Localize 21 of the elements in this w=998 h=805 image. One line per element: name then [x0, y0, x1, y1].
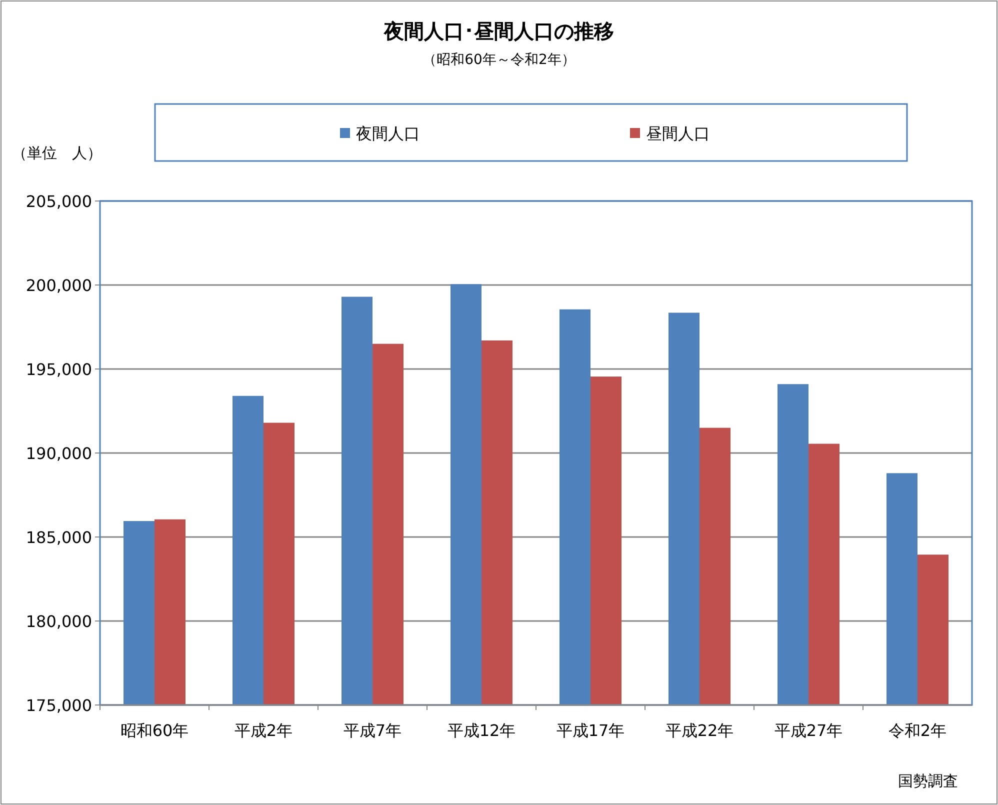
x-tick-label: 平成17年: [556, 721, 625, 740]
y-axis-title: （単位 人）: [12, 144, 102, 162]
legend-label: 夜間人口: [356, 124, 420, 143]
y-tick-label: 195,000: [26, 360, 92, 379]
y-tick-label: 190,000: [26, 444, 92, 463]
x-tick-label: 昭和60年: [120, 721, 189, 740]
x-tick-label: 平成22年: [665, 721, 734, 740]
chart-subtitle: （昭和60年～令和2年）: [422, 52, 576, 68]
x-tick-label: 平成12年: [447, 721, 516, 740]
y-tick-label: 200,000: [26, 276, 92, 295]
y-tick-label: 205,000: [26, 192, 92, 211]
x-tick-label: 平成7年: [343, 721, 402, 740]
y-tick-label: 185,000: [26, 528, 92, 547]
chart-title: 夜間人口･昼間人口の推移: [383, 19, 614, 43]
legend-label: 昼間人口: [646, 124, 710, 143]
y-tick-label: 175,000: [26, 696, 92, 715]
text: 国勢調査: [898, 772, 958, 790]
y-tick-label: 180,000: [26, 612, 92, 631]
x-tick-label: 平成2年: [234, 721, 293, 740]
x-tick-label: 令和2年: [888, 721, 947, 740]
x-tick-label: 平成27年: [774, 721, 843, 740]
